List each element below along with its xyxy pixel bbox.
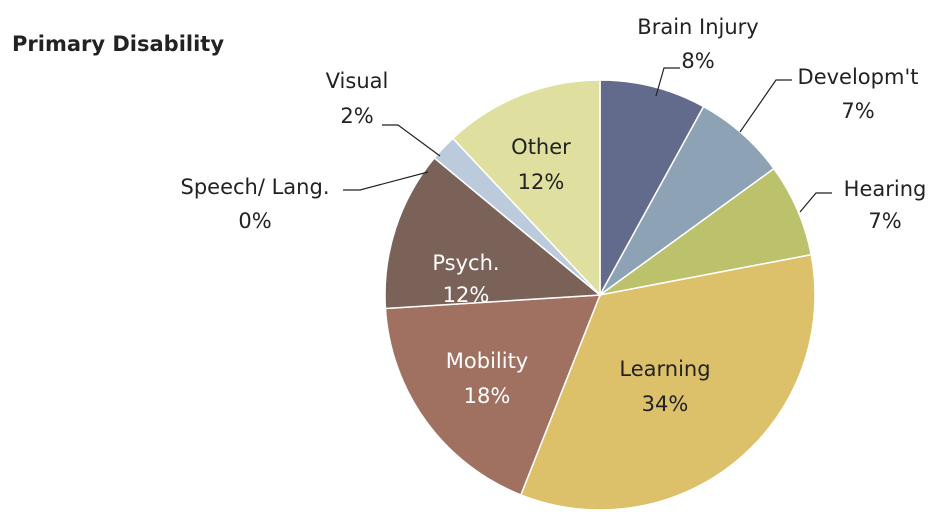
value-label: 12% — [518, 170, 565, 194]
slice-label: Brain Injury — [637, 15, 758, 39]
leader-line — [382, 124, 441, 157]
leader-line — [655, 67, 680, 97]
slice-label: Visual — [326, 69, 389, 93]
slice-label: Speech/ Lang. — [181, 175, 330, 199]
chart-title: Primary Disability — [12, 32, 224, 56]
slice-label: Hearing — [844, 177, 927, 201]
leader-line — [799, 192, 832, 213]
value-label: 0% — [238, 209, 271, 233]
value-label: 7% — [868, 209, 901, 233]
value-label: 12% — [443, 283, 490, 307]
slice-label: Learning — [619, 357, 710, 381]
value-label: 34% — [642, 392, 689, 416]
value-label: 7% — [841, 99, 874, 123]
slice-label: Developm't — [798, 65, 919, 89]
value-label: 2% — [340, 104, 373, 128]
slice-label: Other — [511, 135, 571, 159]
value-label: 8% — [681, 49, 714, 73]
value-label: 18% — [464, 384, 511, 408]
pie-slice — [384, 156, 602, 310]
slice-label: Psych. — [432, 251, 499, 275]
pie-slice — [519, 253, 816, 511]
leader-line — [739, 79, 792, 133]
pie-slice — [599, 79, 705, 296]
leader-line — [343, 171, 429, 191]
slice-label: Mobility — [446, 349, 528, 373]
pie-slice — [451, 79, 601, 297]
pie-slice — [384, 294, 602, 496]
